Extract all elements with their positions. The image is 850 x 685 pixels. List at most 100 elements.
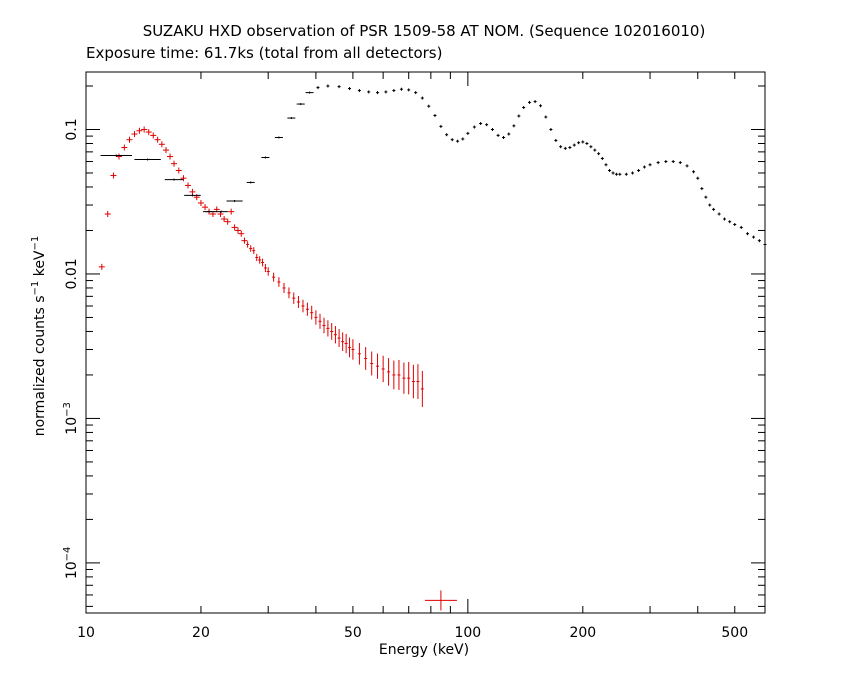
data-point-red (376, 353, 380, 379)
data-point-black (376, 91, 380, 95)
data-point-red (246, 241, 250, 248)
data-point-black (479, 122, 483, 126)
y-tick-label-base: 10 (64, 561, 80, 579)
data-point-black (287, 117, 296, 120)
data-point-black (517, 114, 521, 118)
data-point-red (231, 224, 238, 231)
data-point-black (439, 124, 443, 128)
data-point-black (581, 140, 585, 144)
data-point-black (739, 225, 743, 229)
data-point-red (255, 253, 259, 262)
data-point-red (310, 305, 314, 320)
y-tick-label-exp: −4 (62, 547, 73, 562)
y-axis-label: normalized counts s−1 keV−1 (30, 236, 48, 437)
data-point-black (600, 156, 604, 160)
data-point-black (466, 131, 470, 135)
data-point-red (341, 332, 345, 351)
data-point-red (115, 153, 122, 160)
y-tick-label-base: 10 (64, 417, 80, 435)
data-point-black (392, 89, 396, 93)
data-point-red (322, 317, 326, 334)
data-point-black (752, 235, 756, 239)
data-point-red (158, 141, 165, 148)
data-point-black (563, 146, 567, 150)
data-point-red (234, 227, 241, 234)
data-point-red (110, 172, 117, 179)
data-point-red (202, 204, 209, 211)
data-point-red (305, 302, 309, 316)
data-point-red (104, 211, 111, 218)
data-point-black (414, 91, 418, 95)
data-point-red (252, 247, 256, 255)
data-point-red (333, 325, 337, 344)
data-point-black (589, 145, 593, 149)
data-point-black (577, 141, 581, 145)
data-point-red (424, 590, 457, 611)
data-point-black (226, 199, 243, 202)
x-tick-label: 100 (454, 625, 481, 641)
data-point-black (407, 88, 411, 92)
data-point-black (496, 133, 500, 137)
y-tick-label-base: 0.1 (64, 118, 80, 140)
data-point-black (164, 178, 184, 181)
data-point-black (733, 222, 737, 226)
data-point-black (485, 123, 489, 127)
data-point-black (618, 172, 622, 176)
data-point-black (420, 96, 424, 100)
data-point-red (121, 144, 128, 151)
data-point-red (163, 147, 170, 154)
data-point-black (367, 90, 371, 94)
data-point-black (671, 160, 675, 164)
data-point-black (445, 133, 449, 137)
data-point-black (746, 232, 750, 236)
data-point-red (287, 287, 291, 299)
data-point-red (296, 295, 300, 308)
x-tick-label: 20 (192, 625, 210, 641)
data-point-red (241, 237, 248, 244)
data-point-black (544, 115, 548, 119)
data-point-black (597, 152, 601, 156)
data-point-red (272, 272, 276, 282)
data-point-black (624, 172, 628, 176)
data-point-black (533, 100, 537, 104)
data-point-black (357, 89, 361, 93)
data-point-red (318, 313, 322, 329)
data-point-black (472, 125, 476, 129)
data-point-black (214, 210, 228, 213)
data-point-red (351, 339, 355, 360)
data-point-black (572, 143, 576, 147)
data-point-red (266, 267, 270, 276)
data-point-black (549, 127, 553, 131)
data-point-red (167, 153, 174, 160)
data-point-black (450, 138, 454, 142)
data-point-black (723, 217, 727, 221)
data-point-red (150, 132, 157, 139)
data-point-black (642, 165, 646, 169)
data-point-black (461, 137, 465, 141)
x-tick-label: 200 (569, 625, 596, 641)
data-point-black (728, 220, 732, 224)
data-point-red (411, 364, 415, 399)
data-point-black (490, 127, 494, 131)
data-point-black (678, 161, 682, 165)
data-point-red (175, 167, 182, 174)
data-point-red (228, 208, 235, 215)
data-point-black (664, 160, 668, 164)
y-tick-label-exp: −3 (62, 402, 73, 417)
data-point-black (611, 171, 615, 175)
data-point-black (593, 148, 597, 152)
data-point-red (154, 136, 161, 143)
data-point-black (134, 158, 161, 161)
data-point-black (568, 146, 572, 150)
data-point-black (296, 103, 305, 106)
data-point-black (337, 85, 341, 89)
data-point-red (392, 360, 396, 390)
data-point-black (685, 164, 689, 168)
y-axis-label-exp1: −1 (30, 281, 41, 296)
y-tick-label: 0.1 (64, 118, 80, 140)
data-point-black (763, 242, 767, 246)
data-point-black (274, 136, 283, 139)
data-point-black (700, 187, 704, 191)
data-point-black (637, 169, 641, 173)
